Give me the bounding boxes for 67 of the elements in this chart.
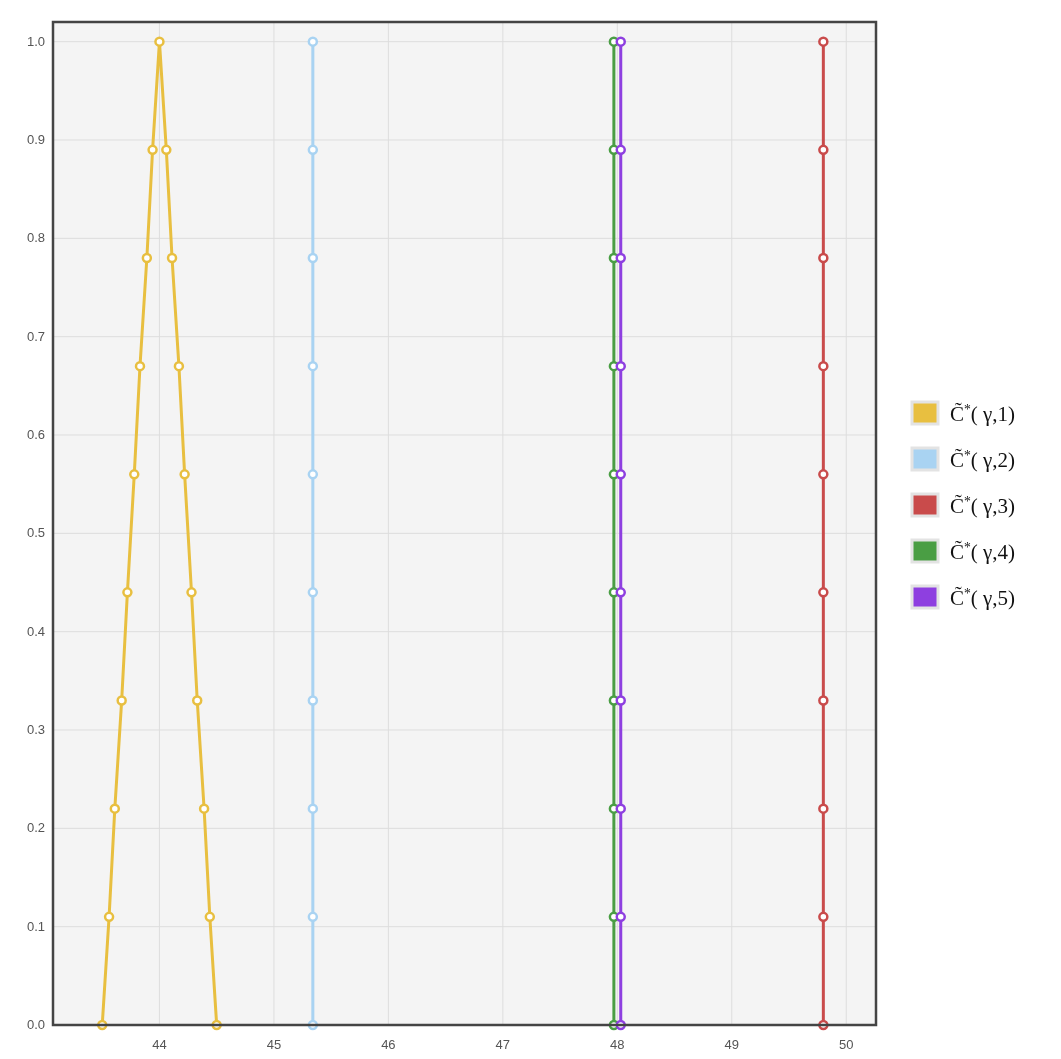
point: [186, 587, 197, 598]
legend-label: C̃$^{*}$( γ,2): [950, 447, 1016, 472]
x-tick-label: 50: [839, 1037, 854, 1052]
legend-label: C̃$^{*}$( γ,5): [950, 585, 1016, 610]
point: [134, 360, 146, 372]
point: [615, 36, 626, 47]
point: [204, 911, 216, 923]
x-tick-label: 47: [495, 1037, 511, 1052]
point: [818, 695, 829, 706]
point: [615, 360, 626, 372]
y-tick-label: 0.6: [26, 427, 45, 442]
point: [122, 587, 133, 598]
y-tick-label: 0.8: [26, 230, 45, 246]
y-tick-label: 0.2: [26, 820, 45, 836]
x-tick-label: 48: [610, 1037, 625, 1052]
legend-label: C̃$^{*}$( γ,4): [950, 539, 1016, 564]
point: [615, 469, 626, 480]
point: [818, 911, 829, 923]
point: [818, 36, 829, 47]
point: [147, 144, 158, 156]
y-tick-label: 0.5: [26, 525, 45, 541]
point: [818, 469, 829, 480]
point: [116, 695, 127, 706]
point: [615, 803, 626, 814]
point: [818, 144, 829, 156]
point: [173, 360, 185, 372]
point: [129, 469, 140, 480]
point: [615, 911, 626, 923]
point: [141, 252, 153, 264]
point: [615, 587, 626, 598]
point: [103, 911, 115, 923]
point: [179, 469, 190, 480]
point: [615, 144, 626, 156]
y-tick-label: 0.0: [26, 1017, 45, 1032]
point: [307, 587, 319, 598]
point: [307, 469, 319, 480]
legend-label: C̃$^{*}$( γ,1): [950, 401, 1016, 426]
x-tick-label: 44: [152, 1037, 167, 1052]
point: [154, 36, 165, 47]
point: [307, 360, 319, 372]
point: [615, 695, 626, 706]
point: [166, 252, 178, 264]
point: [307, 144, 319, 156]
point: [818, 360, 829, 372]
point: [307, 803, 319, 814]
x-tick-label: 49: [724, 1037, 740, 1052]
point: [198, 803, 210, 814]
point: [818, 587, 829, 598]
point: [307, 695, 319, 706]
y-tick-label: 0.4: [26, 623, 45, 639]
point: [307, 911, 319, 923]
y-tick-label: 1.0: [26, 33, 45, 49]
point: [615, 252, 626, 264]
legend-label: C̃$^{*}$( γ,3): [950, 493, 1016, 518]
y-tick-label: 0.7: [26, 328, 45, 344]
point: [109, 803, 121, 814]
point: [307, 36, 319, 47]
point: [818, 252, 829, 264]
point: [818, 803, 829, 814]
y-tick-label: 0.1: [26, 918, 45, 934]
point: [191, 695, 203, 706]
y-tick-label: 0.3: [26, 722, 45, 737]
y-tick-label: 0.9: [26, 132, 45, 147]
x-tick-label: 45: [266, 1037, 282, 1052]
x-tick-label: 46: [381, 1037, 396, 1052]
point: [161, 144, 172, 156]
point: [307, 252, 319, 264]
